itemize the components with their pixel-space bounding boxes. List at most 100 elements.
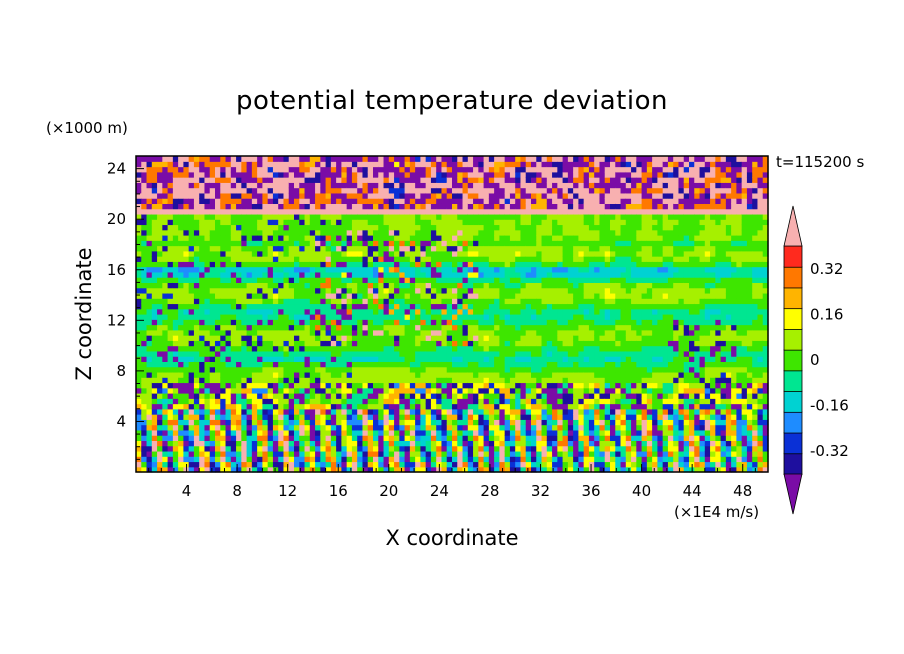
heatmap-cell [415,245,421,252]
heatmap-cell [341,177,348,183]
heatmap-cell [330,340,337,347]
heatmap-cell [378,387,385,394]
heatmap-cell [430,256,437,262]
heatmap-cell [404,461,411,468]
heatmap-cell [346,266,353,273]
heatmap-cell [346,250,353,257]
heatmap-cell [367,419,374,426]
heatmap-cell [299,287,306,294]
heatmap-cell [525,408,532,415]
heatmap-cell [325,171,332,178]
heatmap-cell [446,366,453,373]
heatmap-cell [531,345,537,352]
heatmap-cell [351,319,358,326]
heatmap-cell [525,219,532,226]
heatmap-cell [488,287,495,294]
heatmap-cell [288,156,295,162]
heatmap-cell [531,419,537,426]
heatmap-cell [241,192,248,199]
heatmap-cell [357,277,364,283]
heatmap-cell [394,292,400,299]
heatmap-cell [304,161,311,168]
heatmap-cell [141,235,148,241]
heatmap-cell [351,456,358,463]
heatmap-cell [294,319,300,326]
heatmap-cell [446,340,453,347]
heatmap-cell [136,314,142,320]
heatmap-cell [520,192,527,199]
heatmap-cell [172,292,179,299]
heatmap-cell [341,235,348,241]
heatmap-cell [467,345,474,352]
heatmap-cell [362,319,369,326]
heatmap-cell [309,387,316,394]
heatmap-cell [531,156,537,162]
heatmap-cell [251,287,258,294]
heatmap-cell [567,229,574,236]
heatmap-cell [304,171,311,178]
heatmap-cell [204,314,211,320]
heatmap-cell [262,361,269,368]
heatmap-cell [167,235,174,241]
heatmap-cell [452,408,458,415]
heatmap-cell [330,398,337,405]
heatmap-cell [183,429,190,436]
heatmap-cell [351,329,358,336]
heatmap-cell [188,335,195,341]
heatmap-cell [467,398,474,405]
heatmap-cell [504,450,511,457]
heatmap-cell [236,245,242,252]
heatmap-cell [520,219,527,226]
heatmap-cell [246,435,253,441]
heatmap-cell [415,324,421,331]
heatmap-cell [525,182,532,189]
heatmap-cell [162,461,169,468]
heatmap-cell [425,256,432,262]
heatmap-cell [409,324,416,331]
heatmap-cell [509,403,516,410]
heatmap-cell [278,277,285,283]
heatmap-cell [515,435,522,441]
heatmap-cell [336,156,342,162]
heatmap-cell [467,203,474,210]
heatmap-cell [167,419,174,426]
heatmap-cell [515,198,522,204]
heatmap-cell [167,356,174,362]
heatmap-cell [457,156,464,162]
heatmap-cell [136,208,142,215]
heatmap-cell [557,382,564,389]
heatmap-cell [441,319,448,326]
heatmap-cell [220,450,227,457]
heatmap-cell [488,461,495,468]
heatmap-cell [299,177,306,183]
heatmap-cell [193,435,200,441]
heatmap-cell [504,156,511,162]
heatmap-cell [193,335,200,341]
heatmap-cell [204,245,211,252]
heatmap-cell [509,314,516,320]
heatmap-cell [562,319,569,326]
heatmap-cell [536,182,543,189]
heatmap-cell [562,324,569,331]
heatmap-cell [188,398,195,405]
heatmap-cell [193,466,200,473]
heatmap-cell [467,356,474,362]
heatmap-cell [167,203,174,210]
heatmap-cell [146,245,153,252]
heatmap-cell [436,414,443,420]
heatmap-cell [362,350,369,357]
heatmap-cell [383,456,390,463]
heatmap-cell [188,235,195,241]
heatmap-cell [467,435,474,441]
heatmap-cell [283,398,290,405]
heatmap-cell [183,398,190,405]
heatmap-cell [272,182,279,189]
heatmap-cell [336,182,342,189]
heatmap-cell [220,261,227,268]
heatmap-cell [283,182,290,189]
heatmap-cell [204,256,211,262]
heatmap-cell [262,219,269,226]
heatmap-cell [515,382,522,389]
heatmap-cell [531,256,537,262]
heatmap-cell [220,414,227,420]
